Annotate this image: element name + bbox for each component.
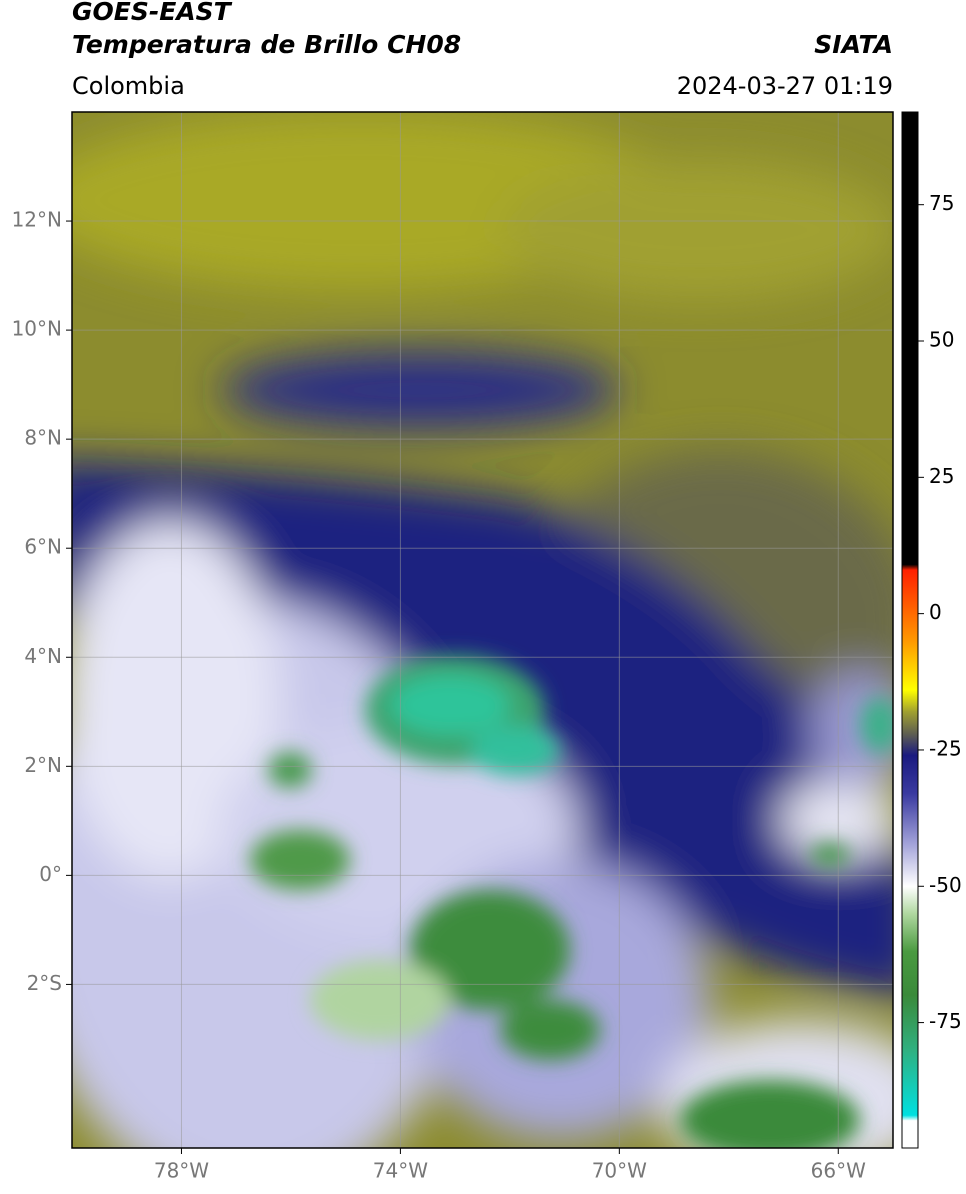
x-tick-label: 66°W [811,1159,866,1183]
y-tick-label: 2°S [27,971,62,995]
colorbar-tick-label: -50 [929,873,962,897]
colorbar-tick-label: -75 [929,1009,962,1033]
y-tick-label: 2°N [24,753,62,777]
y-tick-label: 6°N [24,535,62,559]
colorbar-tick-label: 0 [929,600,942,624]
subtitle: Temperatura de Brillo CH08 [72,30,461,59]
datetime: 2024-03-27 01:19 [677,72,893,100]
graticule [72,112,893,1148]
y-tick-label: 0° [39,862,62,886]
y-tick-label: 4°N [24,644,62,668]
satellite-image [72,112,893,1148]
y-tick-label: 12°N [12,208,62,232]
colorbar-tick-label: 75 [929,191,954,215]
x-tick-label: 70°W [592,1159,647,1183]
colorbar-tick-label: 50 [929,328,954,352]
y-tick-label: 8°N [24,426,62,450]
colorbar [901,111,919,1149]
title: GOES-EAST [72,0,233,26]
x-tick-label: 78°W [154,1159,209,1183]
map-frame [71,111,894,1149]
colorbar-tick-label: 25 [929,464,954,488]
colorbar-tick-label: -25 [929,736,962,760]
x-tick-label: 74°W [373,1159,428,1183]
y-tick-label: 10°N [12,317,62,341]
source: SIATA [814,30,893,59]
region: Colombia [72,72,185,100]
